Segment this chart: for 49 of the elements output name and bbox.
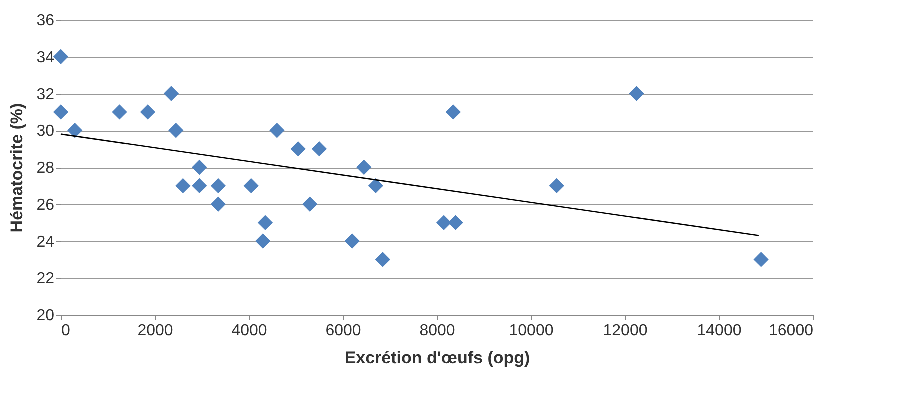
point xyxy=(754,252,769,268)
y-tick-label: 22 xyxy=(36,270,55,288)
y-tick-label: 34 xyxy=(36,49,55,66)
point xyxy=(436,215,452,230)
point xyxy=(356,160,372,176)
point xyxy=(210,196,226,212)
point xyxy=(344,234,360,249)
x-axis-title: Excrétion d'œufs (opg) xyxy=(344,348,530,368)
y-tick-label: 36 xyxy=(36,12,55,30)
y-tick-label: 30 xyxy=(36,123,55,140)
point xyxy=(629,86,644,102)
point xyxy=(112,104,128,120)
point xyxy=(168,123,184,138)
point xyxy=(192,160,208,176)
point xyxy=(192,178,208,194)
point xyxy=(210,178,226,194)
x-tick-label: 10000 xyxy=(509,322,554,340)
point xyxy=(549,178,564,194)
point xyxy=(53,104,69,120)
point xyxy=(375,252,391,268)
point xyxy=(270,123,285,138)
x-tick-label: 14000 xyxy=(697,322,742,340)
point xyxy=(448,215,464,230)
point xyxy=(446,104,462,120)
point xyxy=(164,86,180,102)
x-tick-label: 8000 xyxy=(420,322,456,340)
x-tick-label: 2000 xyxy=(138,322,174,340)
point xyxy=(256,234,271,249)
y-tick-label: 32 xyxy=(36,86,55,104)
x-tick-label: 4000 xyxy=(232,322,268,340)
point xyxy=(312,141,328,157)
point xyxy=(368,178,384,194)
point xyxy=(68,123,83,138)
y-tick-label: 24 xyxy=(36,234,55,251)
x-tick-label: 16000 xyxy=(769,322,814,340)
x-tick-label: 6000 xyxy=(326,322,362,340)
y-tick-label: 26 xyxy=(36,196,55,214)
point xyxy=(302,196,318,212)
point xyxy=(258,215,274,230)
point xyxy=(244,178,259,194)
point xyxy=(176,178,191,194)
y-axis-title: Hématocrite (%) xyxy=(8,103,27,233)
x-tick-label: 0 xyxy=(62,322,70,340)
y-tick-label: 20 xyxy=(36,308,55,324)
point xyxy=(290,141,306,157)
y-tick-label: 28 xyxy=(36,160,55,177)
point xyxy=(53,49,69,64)
x-tick-label: 12000 xyxy=(603,322,648,340)
point xyxy=(140,104,156,120)
